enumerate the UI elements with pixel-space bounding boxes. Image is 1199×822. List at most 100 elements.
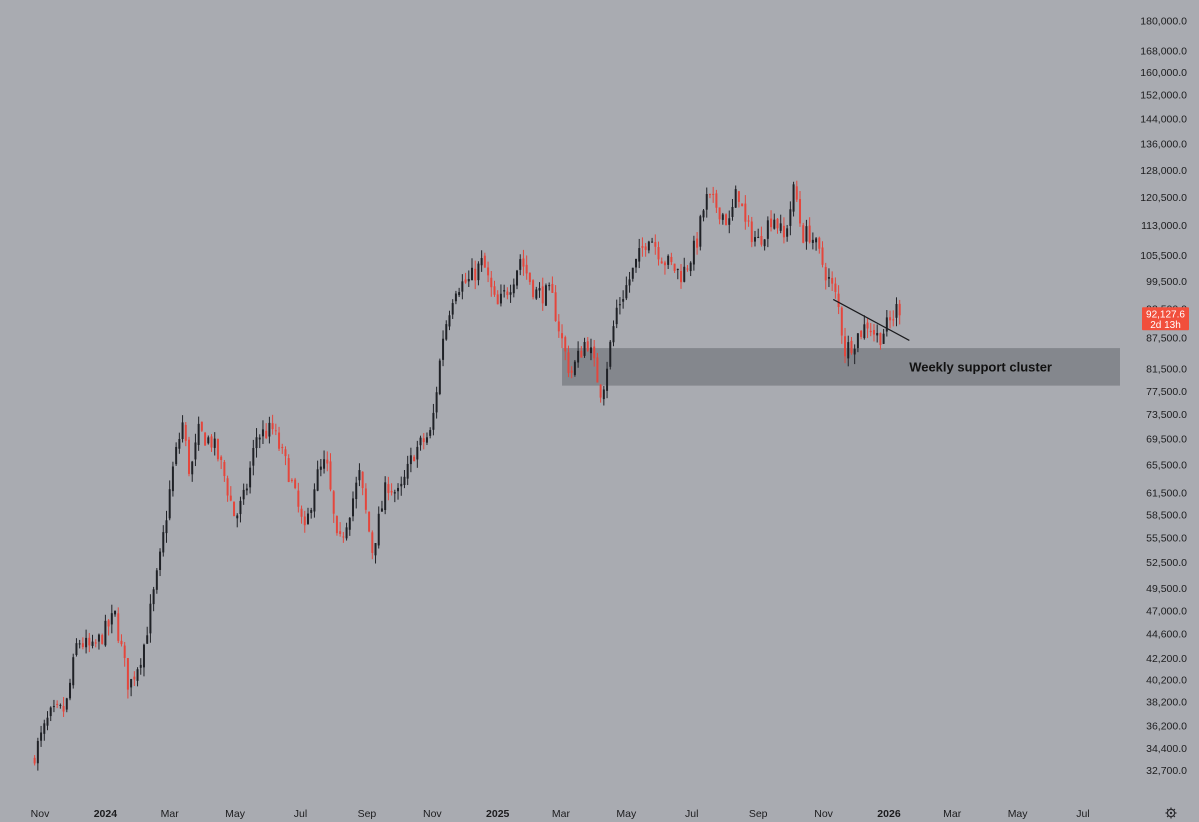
x-tick-label: Mar (552, 808, 571, 820)
candle (683, 257, 686, 283)
candle (641, 237, 644, 257)
gear-icon[interactable] (1165, 807, 1177, 819)
candle-countdown: 2d 13h (1150, 320, 1181, 331)
candle (454, 290, 457, 305)
candle (773, 213, 776, 230)
candle (448, 310, 451, 331)
y-tick-label: 38,200.0 (1146, 697, 1187, 709)
candle (284, 446, 287, 466)
candle (795, 180, 798, 202)
candle (831, 271, 834, 291)
candle (625, 276, 628, 301)
candle (52, 699, 55, 713)
candle (403, 470, 406, 489)
candle (175, 442, 178, 466)
candle (159, 548, 162, 577)
candle (46, 711, 49, 731)
candle (606, 361, 609, 399)
candle (753, 230, 756, 247)
x-tick-label: Mar (161, 808, 180, 820)
candle (815, 237, 818, 251)
candle (544, 283, 547, 307)
candle (786, 224, 789, 242)
candle (670, 252, 673, 266)
candle (226, 475, 229, 502)
candle (261, 420, 264, 445)
candle (149, 594, 152, 643)
x-tick-label: May (616, 808, 637, 820)
candle (824, 262, 827, 290)
candle (249, 461, 252, 494)
candle (573, 359, 576, 377)
candle (419, 435, 422, 451)
x-tick-label: Nov (814, 808, 833, 820)
candle (194, 433, 197, 467)
candle (133, 671, 136, 686)
y-tick-label: 65,500.0 (1146, 460, 1187, 472)
candle (470, 258, 473, 281)
candle (657, 241, 660, 266)
y-tick-label: 40,200.0 (1146, 674, 1187, 686)
candle (451, 299, 454, 320)
candle (715, 189, 718, 213)
candle (593, 340, 596, 367)
candle (663, 260, 666, 275)
candle (348, 516, 351, 536)
candle (120, 634, 123, 647)
candle (352, 491, 355, 522)
candle (258, 434, 261, 449)
candle (355, 476, 358, 509)
candle (123, 641, 126, 667)
candle (692, 235, 695, 271)
candle (490, 270, 493, 297)
candle (879, 332, 882, 350)
y-tick-label: 152,000.0 (1140, 90, 1187, 102)
x-tick-label: Sep (749, 808, 768, 820)
support-zone[interactable] (562, 348, 1120, 386)
candle (220, 455, 223, 470)
candle (281, 443, 284, 454)
candle (876, 324, 879, 343)
candle (837, 285, 840, 315)
candle (461, 274, 464, 300)
candle (97, 633, 100, 650)
candle (442, 330, 445, 367)
y-tick-label: 144,000.0 (1140, 113, 1187, 125)
x-tick-label: May (225, 808, 246, 820)
candle (435, 386, 438, 419)
candle (297, 482, 300, 513)
candle (345, 522, 348, 541)
candle (316, 460, 319, 492)
candle (274, 423, 277, 436)
y-tick-label: 52,500.0 (1146, 557, 1187, 569)
candle (718, 207, 721, 225)
candle (483, 252, 486, 268)
candle (599, 384, 602, 403)
candle (146, 626, 149, 645)
last-price-value: 92,127.6 (1146, 309, 1185, 320)
candle (535, 286, 538, 300)
candle (191, 460, 194, 482)
candle (223, 459, 226, 482)
candle (81, 637, 84, 650)
candle (319, 459, 322, 477)
candle (741, 203, 744, 207)
candle (705, 187, 708, 218)
y-tick-label: 32,700.0 (1146, 765, 1187, 777)
candle (570, 366, 573, 379)
candle (43, 719, 46, 741)
candle (178, 432, 181, 454)
y-tick-label: 61,500.0 (1146, 487, 1187, 499)
candle (805, 219, 808, 250)
candle (628, 271, 631, 293)
trendline[interactable] (832, 298, 910, 341)
candle (512, 278, 515, 298)
candle (329, 453, 332, 492)
candle (245, 483, 248, 496)
candle (339, 522, 342, 537)
candle (564, 335, 567, 361)
candle (638, 238, 641, 269)
candle (516, 269, 519, 290)
